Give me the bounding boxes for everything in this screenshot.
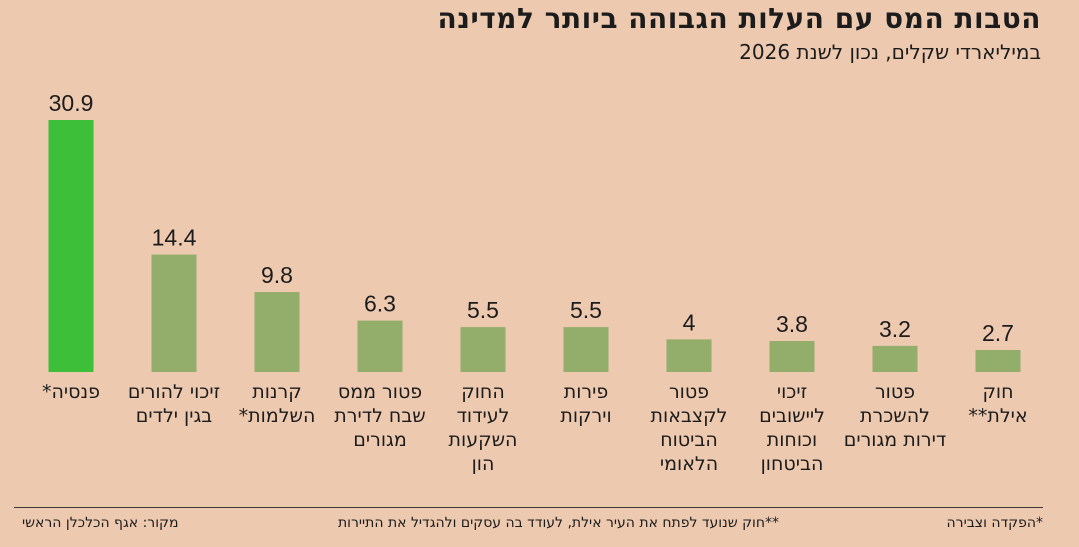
category-label-9-line-1: אילת**: [968, 405, 1027, 427]
bar-6: [666, 339, 712, 372]
category-label-4-line-2: השקעות: [449, 429, 518, 451]
category-label-7-line-3: הביטחון: [761, 453, 824, 475]
category-label-4-line-1: לעידוד: [457, 405, 510, 427]
bar-5: [563, 327, 609, 372]
category-label-7-line-2: וכוחות: [767, 429, 817, 451]
bar-0: [48, 120, 94, 372]
category-label-5-line-0: פירות: [564, 381, 609, 403]
category-label-9-line-0: חוק: [982, 381, 1013, 403]
bar-7: [769, 341, 815, 372]
category-label-6-line-2: הביטוח: [660, 429, 718, 451]
category-label-2-line-0: קרנות: [252, 381, 301, 403]
category-label-6-line-3: הלאומי: [660, 453, 718, 475]
value-label-4: 5.5: [467, 297, 499, 323]
category-label-8-line-2: דירות מגורים: [844, 429, 947, 451]
source-note: מקור: אגף הכלכלן הראשי: [22, 515, 179, 531]
category-label-1-line-1: בגין ילדים: [136, 405, 213, 427]
footnote-eilat-law: **חוק שנועד לפתח את העיר אילת, לעודד בה …: [337, 515, 779, 531]
bar-9: [975, 349, 1021, 372]
category-label-4-line-3: הון: [472, 453, 495, 475]
bar-4: [460, 327, 506, 372]
category-label-7-line-0: זיכוי: [777, 381, 807, 403]
value-label-0: 30.9: [49, 90, 94, 116]
chart-title: הטבות המס עם העלות הגבוהה ביותר למדינה: [437, 2, 1041, 35]
category-label-8-line-1: להשכרת: [860, 405, 930, 427]
value-label-9: 2.7: [982, 320, 1014, 346]
bar-1: [151, 254, 197, 372]
category-label-6-line-0: פטור: [669, 381, 709, 403]
category-label-3-line-0: פטור ממס: [338, 381, 422, 403]
value-label-5: 5.5: [570, 297, 602, 323]
value-label-2: 9.8: [261, 262, 293, 288]
chart-subtitle: במיליארדי שקלים, נכון לשנת 2026: [739, 40, 1041, 64]
bar-2: [254, 292, 300, 372]
value-label-1: 14.4: [152, 225, 197, 251]
category-label-8-line-0: פטור: [875, 381, 915, 403]
category-label-1-line-0: זיכוי להורים: [128, 381, 220, 403]
bar-8: [872, 345, 918, 372]
value-label-7: 3.8: [776, 311, 808, 337]
value-label-6: 4: [683, 309, 696, 335]
category-label-4-line-0: החוק: [461, 381, 504, 403]
category-label-3-line-2: מגורים: [353, 429, 407, 451]
category-label-5-line-1: וירקות: [560, 405, 611, 427]
category-label-3-line-1: שבח לדירת: [334, 405, 426, 427]
footnote-savings: *הפקדה וצבירה: [946, 515, 1043, 531]
footer-divider: [14, 507, 1043, 508]
value-label-3: 6.3: [364, 291, 396, 317]
category-label-7-line-1: ליישובים: [759, 405, 825, 427]
category-label-2-line-1: השלמות*: [239, 405, 316, 427]
category-label-6-line-1: לקצבאות: [651, 405, 728, 427]
category-label-0-line-0: פנסיה*: [42, 381, 100, 403]
value-label-8: 3.2: [879, 316, 911, 342]
bar-3: [357, 320, 403, 372]
